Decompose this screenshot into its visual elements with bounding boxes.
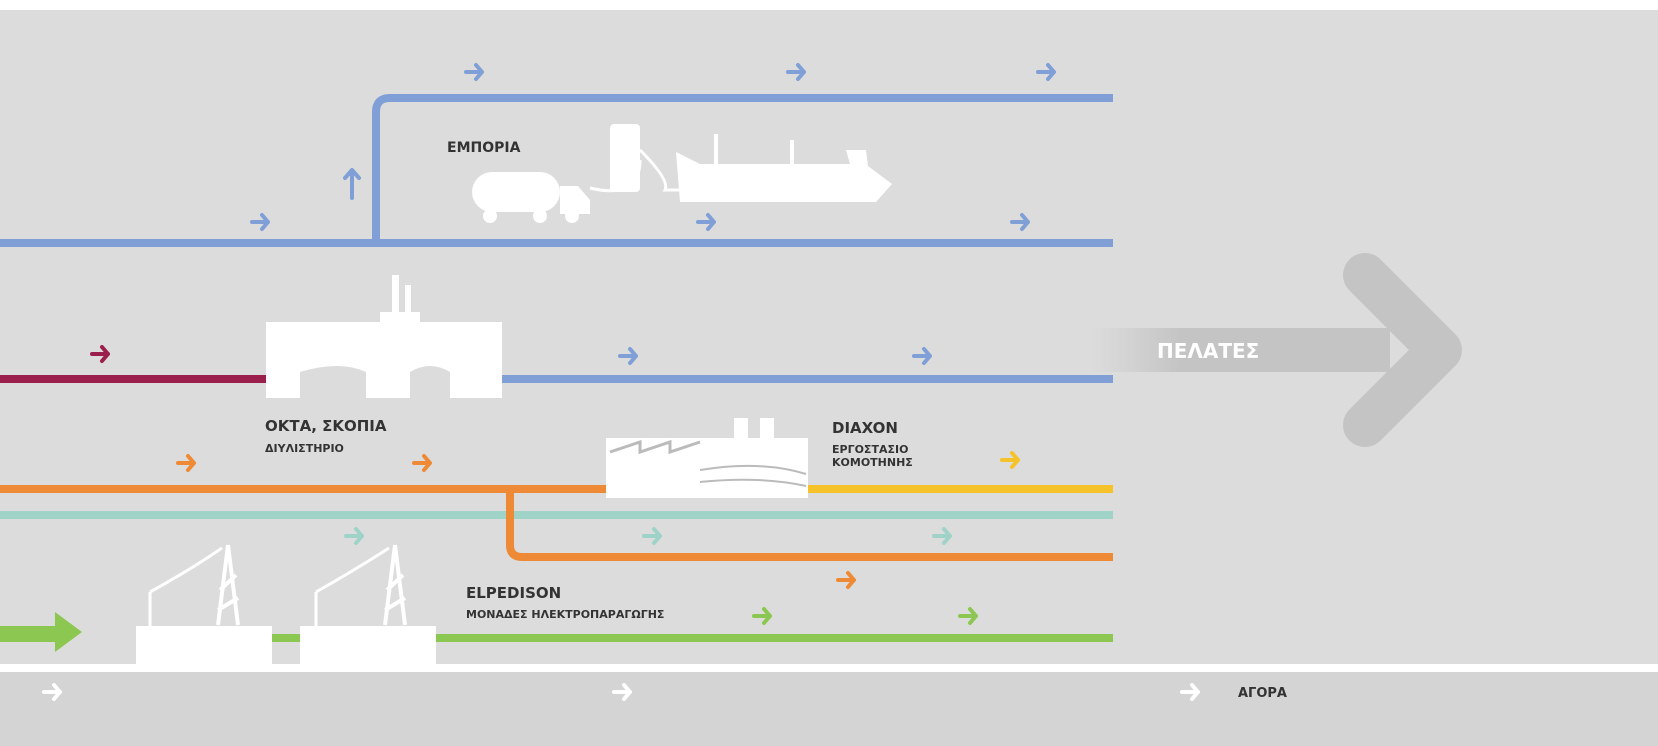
diagram: ΕΜΠΟΡΙΑ ΟΚΤΑ, ΣΚΟΠΙΑ ΔΙΥΛΙΣΤΗΡΙΟ DIAXON … [0,0,1658,746]
top-strip [0,0,1658,10]
node-label: ELPEDISON [466,584,561,602]
node-sublabel: ΕΡΓΟΣΤΑΣΙΟ [832,443,908,456]
node-label: DIAXON [832,419,898,437]
node-label: ΕΜΠΟΡΙΑ [447,140,521,156]
node-sublabel: ΜΟΝΑΔΕΣ ΗΛΕΚΤΡΟΠΑΡΑΓΩΓΗΣ [466,608,664,621]
node-label: ΟΚΤΑ, ΣΚΟΠΙΑ [265,417,387,435]
node-sublabel: ΚΟΜΟΤΗΝΗΣ [832,456,913,469]
market-label: ΑΓΟΡΑ [1238,686,1287,701]
node-sublabel: ΔΙΥΛΙΣΤΗΡΙΟ [265,442,344,455]
market-band [0,672,1658,746]
customers-label: ΠΕΛΑΤΕΣ [1157,339,1259,363]
bottom-divider [0,664,1658,672]
